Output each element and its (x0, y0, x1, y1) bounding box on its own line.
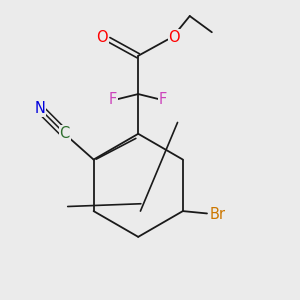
Text: N: N (34, 101, 45, 116)
Text: Br: Br (210, 206, 226, 221)
Text: F: F (159, 92, 167, 107)
Text: O: O (97, 30, 108, 45)
Text: O: O (168, 30, 180, 45)
Text: F: F (109, 92, 117, 107)
Text: C: C (60, 126, 70, 141)
